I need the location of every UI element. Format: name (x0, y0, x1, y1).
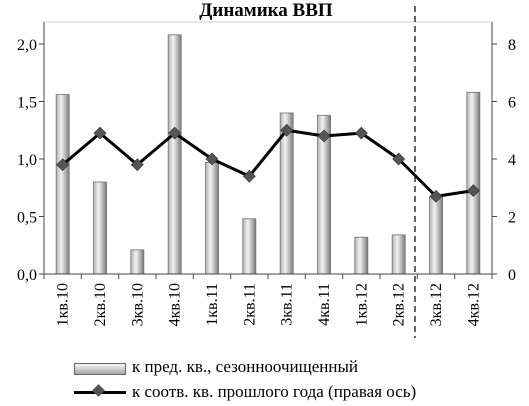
legend-diamond-marker (92, 384, 105, 397)
right-tick-label: 6 (508, 95, 516, 112)
x-tick-label: 1кв.11 (204, 283, 221, 326)
legend-bar-swatch (74, 363, 126, 375)
x-tick-label: 4кв.12 (465, 283, 482, 326)
bar-2кв.12 (391, 234, 406, 275)
left-tick-label: 0,0 (17, 267, 37, 284)
bar-4кв.10 (167, 34, 182, 275)
x-tick-label: 3кв.12 (428, 283, 445, 326)
line-marker-4кв.11 (317, 129, 331, 143)
line-marker-4кв.12 (466, 184, 480, 198)
bar-1кв.12 (354, 236, 369, 275)
left-tick-label: 0,5 (17, 210, 37, 227)
right-tick-label: 2 (508, 210, 516, 227)
left-tick-label: 2,0 (17, 37, 37, 54)
line-marker-1кв.11 (205, 152, 219, 166)
line-series-path (61, 128, 474, 198)
left-tick-label: 1,0 (17, 152, 37, 169)
chart-title: Динамика ВВП (199, 0, 333, 21)
legend-line-label: к соотв. кв. прошлого года (правая ось) (132, 382, 417, 401)
line-marker-2кв.11 (242, 169, 256, 183)
x-tick-label: 1кв.12 (353, 283, 370, 326)
bar-3кв.12 (429, 196, 443, 275)
line-marker-4кв.10 (168, 126, 182, 140)
line-marker-3кв.12 (429, 189, 443, 203)
right-tick-label: 0 (508, 267, 516, 284)
bars-layer (55, 34, 481, 275)
bar-1кв.11 (205, 162, 219, 275)
x-tick-label: 3кв.11 (279, 283, 296, 326)
x-tick-label: 2кв.11 (241, 283, 258, 326)
line-marker-2кв.12 (392, 152, 406, 166)
left-tick-label: 1,5 (17, 95, 37, 112)
right-tick-label: 8 (508, 37, 516, 54)
line-marker-1кв.10 (56, 158, 70, 172)
x-tick-label: 2кв.10 (92, 283, 109, 326)
legend-bars-label: к пред. кв., сезонноочищенный (132, 357, 358, 376)
x-tick-label: 4кв.11 (316, 283, 333, 326)
x-tick-label: 3кв.10 (129, 283, 146, 326)
line-marker-3кв.11 (280, 123, 294, 137)
line-marker-3кв.10 (130, 158, 144, 172)
x-tick-label: 1кв.10 (55, 283, 72, 326)
line-marker-2кв.10 (93, 126, 107, 140)
legend-line-entry: к соотв. кв. прошлого года (правая ось) (70, 380, 525, 406)
bar-3кв.10 (130, 249, 145, 275)
x-tick-label: 4кв.10 (167, 283, 184, 326)
line-marker-1кв.12 (354, 126, 368, 140)
bar-4кв.12 (466, 91, 481, 275)
ticks-layer: 0,0 0,5 1,0 1,5 2,0 0 2 4 6 8 (17, 37, 516, 284)
line-layer (56, 123, 480, 203)
bar-2кв.11 (242, 218, 257, 275)
bar-1кв.10 (55, 94, 70, 275)
bar-2кв.10 (93, 181, 107, 275)
labels-layer: 1кв.10 2кв.10 3кв.10 4кв.10 1кв.11 2кв.11 3кв.… (55, 283, 483, 326)
right-tick-label: 4 (508, 152, 516, 169)
legend-bars-entry: к пред. кв., сезонноочищенный (70, 355, 525, 381)
x-tick-label: 2кв.12 (391, 283, 408, 326)
